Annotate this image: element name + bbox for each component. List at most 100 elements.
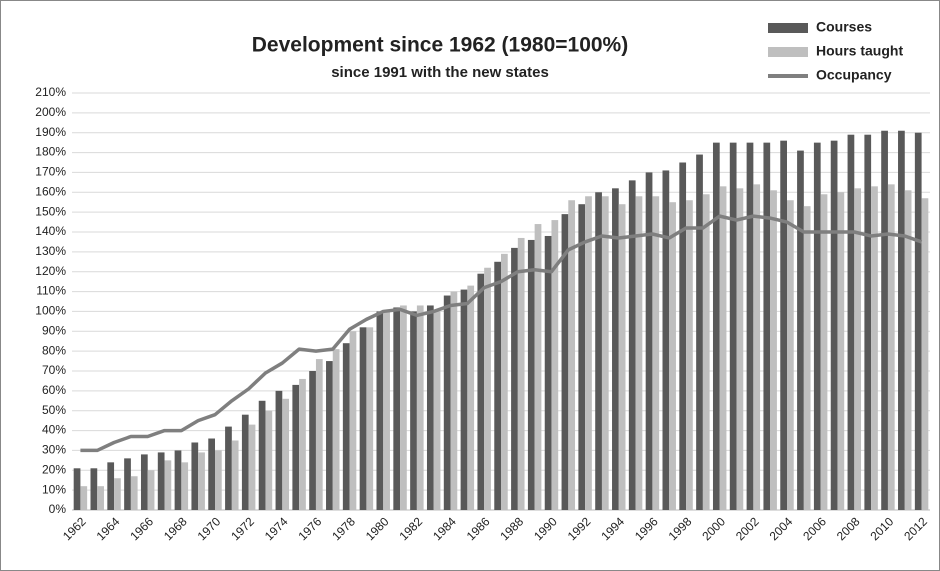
bar bbox=[225, 426, 232, 510]
bar bbox=[645, 172, 653, 510]
bar bbox=[780, 140, 787, 510]
bar bbox=[635, 196, 643, 510]
y-tick-label: 70% bbox=[42, 363, 66, 377]
bar bbox=[914, 132, 922, 510]
bar bbox=[696, 154, 703, 511]
bar bbox=[702, 194, 710, 510]
y-tick-label: 150% bbox=[35, 204, 66, 218]
y-tick-label: 140% bbox=[35, 224, 66, 238]
bar bbox=[140, 454, 148, 510]
y-tick-label: 190% bbox=[35, 125, 66, 139]
bar bbox=[114, 478, 121, 510]
bar bbox=[124, 458, 131, 510]
legend-label: Hours taught bbox=[816, 43, 903, 59]
bar bbox=[736, 188, 744, 511]
bar bbox=[797, 150, 804, 511]
bar bbox=[181, 462, 189, 510]
bar bbox=[292, 384, 300, 510]
bar bbox=[208, 438, 215, 510]
bar bbox=[527, 239, 535, 510]
bar bbox=[669, 202, 676, 510]
bar bbox=[349, 331, 357, 510]
bar bbox=[729, 142, 737, 510]
bar bbox=[746, 142, 754, 510]
chart-title: Development since 1962 (1980=100%) bbox=[252, 34, 628, 57]
bar bbox=[241, 414, 249, 510]
bar bbox=[904, 190, 912, 511]
bar bbox=[551, 220, 559, 511]
bar bbox=[898, 130, 905, 510]
bar bbox=[332, 349, 340, 510]
bar bbox=[679, 162, 687, 510]
bar bbox=[157, 452, 165, 510]
bar bbox=[282, 398, 290, 510]
bar bbox=[847, 134, 855, 510]
bar bbox=[309, 371, 316, 510]
bar bbox=[73, 468, 81, 510]
bar bbox=[443, 295, 451, 510]
y-tick-label: 120% bbox=[35, 264, 66, 278]
bar bbox=[231, 440, 239, 510]
bar bbox=[450, 291, 458, 510]
bar bbox=[770, 190, 777, 511]
line bbox=[80, 214, 923, 453]
bar bbox=[393, 307, 401, 510]
legend-swatch bbox=[768, 23, 808, 33]
chart-subtitle: since 1991 with the new states bbox=[331, 64, 549, 81]
y-tick-label: 180% bbox=[35, 145, 66, 159]
bar bbox=[315, 359, 323, 510]
bar bbox=[174, 450, 182, 510]
bar bbox=[921, 198, 929, 510]
bar bbox=[383, 311, 390, 510]
bar bbox=[585, 196, 592, 510]
bar bbox=[265, 410, 273, 510]
bar bbox=[601, 196, 609, 510]
bar bbox=[164, 460, 172, 510]
bar bbox=[578, 204, 586, 510]
y-tick-label: 130% bbox=[35, 244, 66, 258]
y-tick-label: 100% bbox=[35, 304, 66, 318]
y-tick-label: 210% bbox=[35, 85, 66, 99]
bar bbox=[501, 253, 508, 511]
bar bbox=[460, 289, 468, 510]
bar bbox=[484, 267, 491, 510]
bar bbox=[662, 170, 670, 510]
bar bbox=[544, 235, 552, 510]
bar bbox=[612, 188, 619, 511]
bar bbox=[534, 224, 542, 511]
bar bbox=[342, 343, 350, 510]
bar bbox=[517, 237, 525, 510]
bar bbox=[275, 390, 283, 510]
bar bbox=[326, 361, 333, 510]
bar bbox=[881, 130, 888, 510]
bar bbox=[864, 134, 872, 510]
bar bbox=[477, 273, 485, 510]
bar bbox=[753, 184, 761, 511]
y-tick-label: 90% bbox=[42, 323, 66, 337]
y-tick-label: 160% bbox=[35, 184, 66, 198]
y-tick-label: 80% bbox=[42, 343, 66, 357]
bar bbox=[400, 305, 407, 510]
bar bbox=[813, 142, 821, 510]
bar bbox=[830, 140, 838, 510]
bar bbox=[494, 261, 501, 510]
y-tick-label: 30% bbox=[42, 443, 66, 457]
bar bbox=[568, 200, 576, 510]
bar bbox=[80, 486, 88, 510]
y-tick-label: 170% bbox=[35, 165, 66, 179]
bar bbox=[820, 194, 828, 510]
bar bbox=[686, 200, 693, 510]
legend-swatch bbox=[768, 47, 808, 57]
bar bbox=[467, 285, 475, 510]
y-tick-label: 10% bbox=[42, 482, 66, 496]
bar bbox=[107, 462, 115, 510]
y-tick-label: 20% bbox=[42, 462, 66, 476]
y-tick-label: 110% bbox=[36, 284, 66, 298]
bar bbox=[803, 206, 811, 510]
bar bbox=[215, 450, 222, 510]
bar bbox=[628, 180, 636, 510]
bar bbox=[511, 247, 518, 510]
bar bbox=[652, 196, 660, 510]
